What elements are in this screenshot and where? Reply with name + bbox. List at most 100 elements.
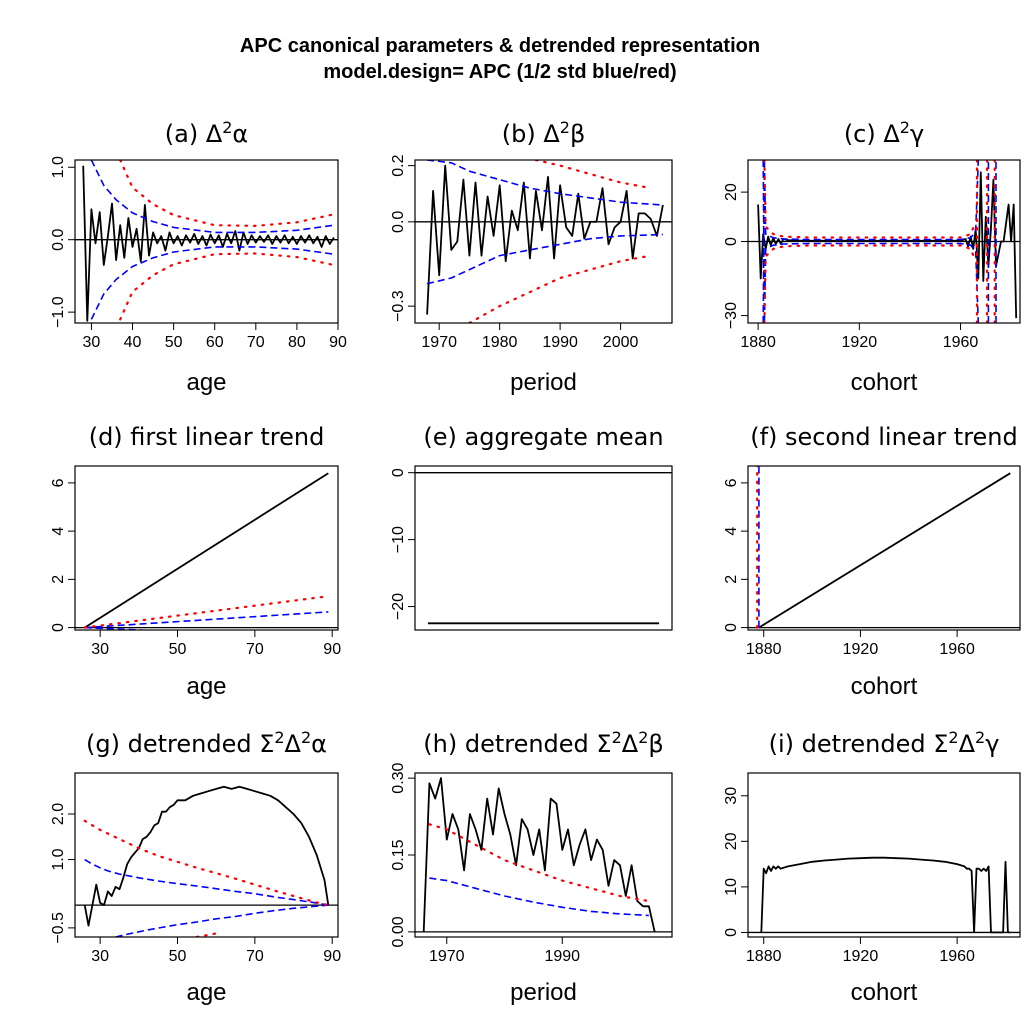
- panel-title-a: (a) Δ2α: [165, 118, 249, 149]
- x-tick-label-f-0: 1880: [746, 641, 782, 658]
- plot-area-e: [415, 472, 672, 625]
- panel-f: (f) second linear trend 1880 1920 1960 0 2 4 6 c…: [723, 423, 1021, 700]
- panel-b: (b) Δ2β 1970 1980 1990 2000 −0.3 0.0 0.2 period: [390, 118, 673, 396]
- y-tick-label-d-1: 2: [50, 575, 67, 584]
- plot-area-c: [748, 160, 1020, 323]
- series-estimate-b-0: [426, 164, 664, 315]
- series-half-std-b-2: [426, 233, 663, 285]
- series-half-std-a-2: [90, 246, 335, 320]
- panel-a: (a) Δ2α 30 40 50 60 70 80 90 −1.0 0.0 1.0 age: [50, 118, 347, 397]
- x-tick-label-c-1: 1920: [842, 334, 878, 351]
- x-tick-label-f-1: 1920: [843, 641, 879, 658]
- y-tick-label-h-1: 0.15: [390, 839, 407, 870]
- x-tick-label-a-2: 50: [165, 334, 183, 351]
- panel-h: (h) detrended Σ2Δ2β 1970 1990 0.00 0.15 0.30 p…: [390, 728, 673, 1006]
- y-tick-label-g-0: −0.5: [50, 912, 67, 944]
- frame-i: [747, 772, 1021, 938]
- series-std-c-6: [763, 244, 977, 323]
- x-tick-label-i-0: 1880: [746, 948, 782, 965]
- series-std-c-5: [763, 160, 977, 239]
- series-std-d-3: [83, 595, 330, 629]
- x-tick-label-i-2: 1960: [939, 948, 975, 965]
- frame-g: [74, 772, 339, 938]
- x-axis-label-f: cohort: [851, 673, 918, 700]
- y-tick-label-f-0: 0: [723, 623, 740, 632]
- y-tick-label-i-0: 0: [723, 928, 740, 937]
- x-axis-label-h: period: [510, 979, 577, 1006]
- x-tick-label-g-2: 70: [246, 948, 264, 965]
- y-tick-label-f-1: 2: [723, 575, 740, 584]
- y-tick-label-a-1: 0.0: [50, 228, 67, 250]
- y-tick-label-c-2: 20: [723, 183, 740, 201]
- x-tick-label-a-0: 30: [83, 334, 101, 351]
- x-axis-label-d: age: [186, 673, 226, 700]
- x-tick-label-g-3: 90: [323, 948, 341, 965]
- panel-title-i: (i) detrended Σ2Δ2γ: [769, 728, 1000, 759]
- y-tick-label-b-1: 0.0: [390, 211, 407, 233]
- y-tick-label-g-2: 2.0: [50, 803, 67, 825]
- series-std-g-3: [83, 819, 330, 907]
- y-tick-label-i-1: 10: [723, 878, 740, 896]
- series-estimate-d-0: [84, 472, 329, 629]
- panel-d: (d) first linear trend 30 50 70 90 0 2 4 6 age: [50, 423, 341, 700]
- y-tick-label-i-2: 20: [723, 832, 740, 850]
- x-axis-label-b: period: [510, 369, 577, 396]
- x-tick-label-c-0: 1880: [740, 334, 776, 351]
- series-std-a-3: [119, 160, 335, 227]
- x-tick-label-a-6: 90: [329, 334, 347, 351]
- frame-e: [414, 465, 673, 631]
- series-half-std-d-1: [84, 611, 329, 629]
- y-tick-label-c-0: −30: [723, 302, 740, 329]
- y-tick-label-h-0: 0.00: [390, 916, 407, 947]
- panel-c: (c) Δ2γ 1880 1920 1960 −30 0 20 cohort: [723, 118, 1021, 396]
- y-tick-label-i-3: 30: [723, 787, 740, 805]
- series-half-std-g-2: [115, 904, 329, 937]
- x-tick-label-c-2: 1960: [943, 334, 979, 351]
- frame-f: [747, 465, 1021, 631]
- x-axis-label-c: cohort: [851, 369, 918, 396]
- plot-area-i: [748, 856, 1020, 934]
- plot-area-g: [75, 785, 338, 937]
- x-tick-label-f-2: 1960: [939, 641, 975, 658]
- y-tick-label-f-2: 4: [723, 527, 740, 536]
- x-tick-label-g-1: 50: [169, 948, 187, 965]
- panel-title-d: (d) first linear trend: [89, 423, 325, 451]
- plot-area-h: [415, 777, 672, 933]
- plot-area-a: [75, 160, 338, 322]
- x-tick-label-i-1: 1920: [843, 948, 879, 965]
- x-tick-label-a-3: 60: [206, 334, 224, 351]
- series-half-std-d-2: [84, 626, 157, 630]
- y-tick-label-d-3: 6: [50, 478, 67, 487]
- y-tick-label-e-2: 0: [390, 468, 407, 477]
- series-estimate-c-0: [757, 171, 1018, 319]
- x-tick-label-a-5: 80: [288, 334, 306, 351]
- plot-area-b: [415, 160, 672, 323]
- frame-a: [74, 159, 339, 324]
- x-axis-label-g: age: [186, 979, 226, 1006]
- panel-title-g: (g) detrended Σ2Δ2α: [86, 728, 327, 759]
- frame-b: [414, 159, 673, 324]
- y-tick-label-h-2: 0.30: [390, 762, 407, 793]
- figure-title-line1: APC canonical parameters & detrended rep…: [240, 35, 760, 57]
- series-estimate-f-0: [758, 472, 1011, 629]
- y-tick-label-c-1: 0: [723, 237, 740, 246]
- y-tick-label-a-0: −1.0: [50, 296, 67, 328]
- x-tick-label-b-1: 1980: [482, 334, 518, 351]
- y-tick-label-f-3: 6: [723, 478, 740, 487]
- panel-title-h: (h) detrended Σ2Δ2β: [423, 728, 663, 759]
- frame-d: [74, 465, 339, 631]
- y-tick-label-g-1: 1.0: [50, 848, 67, 870]
- x-tick-label-d-0: 30: [91, 641, 109, 658]
- series-half-std-b-1: [427, 160, 663, 206]
- series-std-b-4: [468, 254, 652, 323]
- plot-area-f: [748, 466, 1020, 629]
- x-tick-label-b-3: 2000: [603, 334, 639, 351]
- x-axis-label-a: age: [186, 369, 226, 396]
- x-tick-label-d-3: 90: [323, 641, 341, 658]
- x-tick-label-h-0: 1970: [429, 948, 465, 965]
- y-tick-label-d-0: 0: [50, 623, 67, 632]
- x-tick-label-a-4: 70: [247, 334, 265, 351]
- y-tick-label-b-2: 0.2: [390, 154, 407, 176]
- x-tick-label-g-0: 30: [91, 948, 109, 965]
